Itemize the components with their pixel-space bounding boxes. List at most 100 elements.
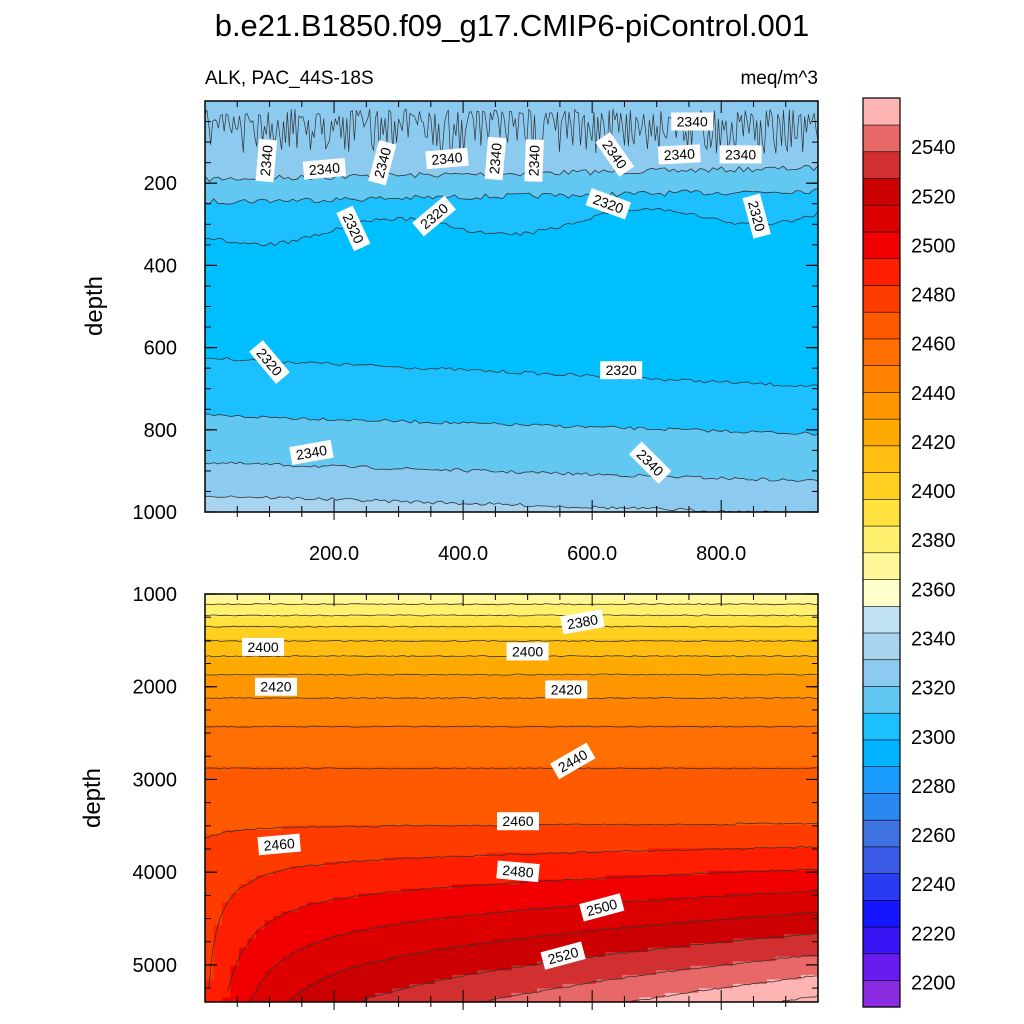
lower-field-cell bbox=[205, 743, 215, 749]
lower-field-cell bbox=[205, 752, 215, 758]
lower-field-cell bbox=[332, 693, 342, 699]
lower-field-cell bbox=[545, 997, 555, 1002]
upper-contour-label-box bbox=[412, 195, 456, 237]
lower-field-cell bbox=[213, 652, 223, 659]
lower-field-cell bbox=[545, 906, 555, 912]
lower-field-cell bbox=[332, 639, 342, 645]
lower-field-cell bbox=[239, 666, 249, 672]
lower-field-cell bbox=[434, 625, 444, 631]
lower-field-cell bbox=[537, 838, 547, 844]
lower-field-cell bbox=[622, 752, 632, 758]
lower-field-cell bbox=[281, 983, 291, 989]
lower-field-cell bbox=[460, 929, 470, 935]
lower-field-cell bbox=[477, 698, 487, 704]
lower-field-cell bbox=[281, 938, 291, 944]
lower-field-cell bbox=[281, 671, 291, 677]
lower-field-cell bbox=[502, 884, 513, 890]
lower-field-cell bbox=[460, 634, 470, 640]
lower-field-cell bbox=[468, 911, 479, 917]
lower-field-cell bbox=[383, 829, 393, 835]
lower-field-cell bbox=[417, 748, 427, 754]
lower-field-cell bbox=[562, 802, 572, 808]
lower-field-cell bbox=[511, 847, 521, 853]
lower-field-cell bbox=[290, 974, 300, 980]
lower-field-cell bbox=[468, 621, 479, 627]
lower-field-cell bbox=[468, 820, 479, 826]
lower-field-cell bbox=[511, 598, 521, 604]
lower-field-cell bbox=[477, 739, 487, 745]
lower-field-cell bbox=[537, 734, 547, 740]
lower-field-cell bbox=[639, 752, 649, 758]
lower-field-cell bbox=[222, 961, 232, 967]
lower-field-cell bbox=[222, 639, 232, 645]
lower-field-cell bbox=[622, 711, 632, 717]
lower-field-cell bbox=[222, 643, 232, 649]
lower-field-cell bbox=[213, 802, 223, 808]
lower-field-cell bbox=[622, 675, 632, 681]
lower-field-cell bbox=[417, 598, 427, 604]
lower-field-cell bbox=[417, 770, 427, 776]
lower-field-cell bbox=[273, 748, 283, 754]
lower-field-cell bbox=[605, 847, 615, 853]
lower-field-cell bbox=[349, 943, 359, 949]
lower-field-cell bbox=[528, 743, 538, 749]
lower-field-cell bbox=[366, 598, 376, 604]
lower-field-cell bbox=[400, 943, 410, 949]
lower-field-cell bbox=[485, 961, 496, 967]
lower-field-cell bbox=[494, 707, 504, 713]
lower-field-cell bbox=[409, 761, 419, 767]
lower-field-cell bbox=[451, 802, 462, 808]
lower-field-cell bbox=[477, 784, 487, 790]
lower-field-cell bbox=[341, 666, 351, 672]
lower-field-cell bbox=[434, 793, 444, 799]
lower-field-cell bbox=[264, 807, 274, 813]
lower-field-cell bbox=[417, 612, 427, 618]
lower-field-cell bbox=[511, 698, 521, 704]
lower-field-cell bbox=[400, 875, 410, 881]
lower-field-cell bbox=[596, 657, 606, 663]
lower-field-cell bbox=[256, 875, 266, 881]
lower-field-cell bbox=[434, 938, 444, 944]
lower-field-cell bbox=[332, 720, 342, 727]
lower-field-cell bbox=[213, 798, 223, 804]
lower-field-cell bbox=[545, 911, 555, 917]
lower-field-cell bbox=[511, 757, 521, 763]
lower-field-cell bbox=[605, 974, 615, 980]
lower-field-cell bbox=[358, 621, 368, 627]
lower-field-cell bbox=[622, 884, 632, 890]
lower-field-cell bbox=[417, 915, 427, 921]
lower-field-cell bbox=[213, 906, 223, 912]
lower-field-cell bbox=[324, 992, 334, 999]
lower-field-cell bbox=[485, 947, 496, 953]
lower-field-cell bbox=[273, 779, 283, 785]
lower-field-cell bbox=[375, 770, 385, 776]
lower-field-cell bbox=[528, 675, 538, 681]
lower-field-cell bbox=[613, 974, 623, 980]
lower-field-cell bbox=[520, 675, 530, 681]
lower-field-cell bbox=[324, 698, 334, 704]
lower-field-cell bbox=[562, 702, 572, 708]
lower-field-cell bbox=[281, 784, 291, 790]
lower-field-cell bbox=[477, 625, 487, 631]
lower-field-cell bbox=[358, 902, 368, 908]
lower-field-cell bbox=[417, 938, 427, 944]
lower-field-cell bbox=[588, 793, 598, 799]
lower-field-cell bbox=[622, 716, 632, 722]
lower-field-cell bbox=[366, 662, 376, 668]
lower-field-cell bbox=[622, 607, 632, 613]
upper-y-tick-label: 600 bbox=[144, 338, 177, 360]
lower-field-cell bbox=[315, 825, 325, 831]
lower-field-cell bbox=[443, 720, 453, 727]
lower-field-cell bbox=[400, 698, 410, 704]
lower-field-cell bbox=[434, 847, 444, 853]
lower-field-cell bbox=[477, 965, 487, 971]
lower-field-cell bbox=[477, 934, 487, 940]
lower-field-cell bbox=[451, 979, 462, 985]
lower-field-cell bbox=[630, 788, 640, 795]
lower-field-cell bbox=[222, 752, 232, 758]
lower-field-cell bbox=[460, 870, 470, 876]
lower-field-cell bbox=[332, 739, 342, 745]
lower-field-cell bbox=[460, 884, 470, 890]
lower-field-cell bbox=[290, 906, 300, 912]
lower-field-cell bbox=[239, 788, 249, 795]
